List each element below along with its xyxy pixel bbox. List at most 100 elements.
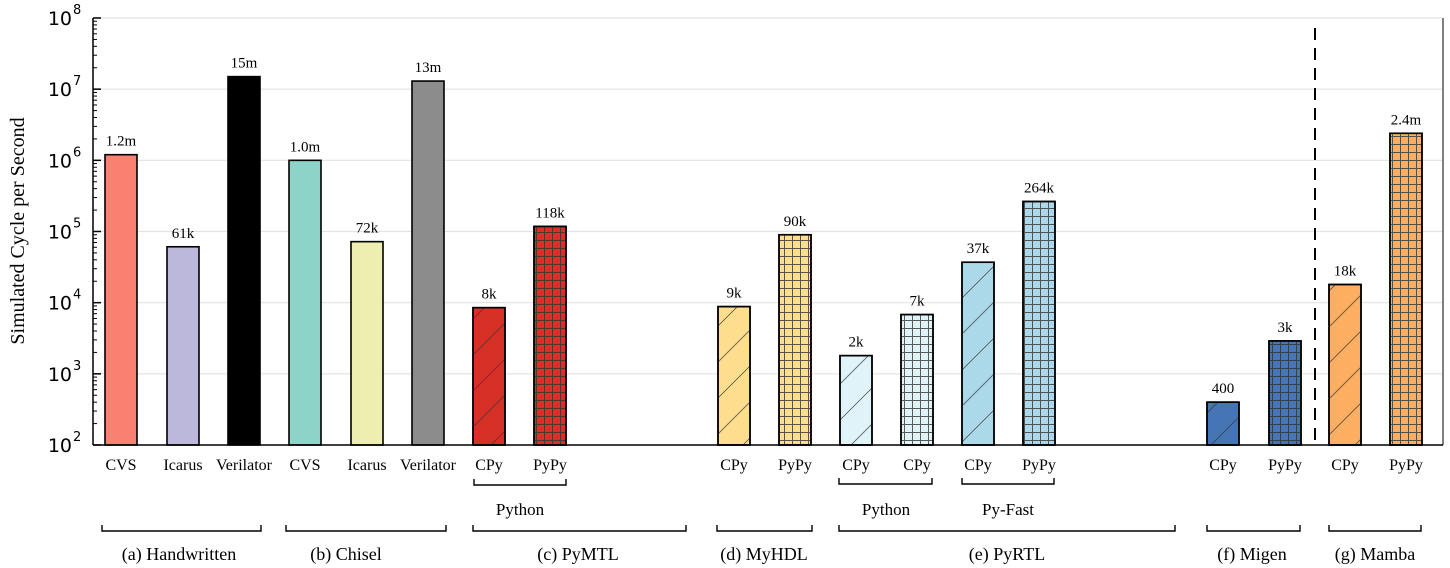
category-label: PyPy (1268, 457, 1302, 474)
category-label: PyPy (533, 457, 567, 474)
y-tick-label: 10 (48, 8, 72, 30)
bar (288, 159, 322, 446)
y-tick-label: 10 (48, 364, 72, 386)
value-label: 90k (784, 214, 807, 230)
value-label: 1.0m (290, 139, 321, 155)
bracket (716, 525, 813, 532)
value-label: 9k (727, 286, 743, 302)
value-label: 400 (1212, 381, 1235, 397)
value-label: 15m (231, 56, 258, 72)
group-label: (b) Chisel (310, 544, 382, 565)
bracket (838, 525, 1176, 532)
bar-hatch (533, 225, 567, 446)
category-label: PyPy (1389, 457, 1423, 474)
y-axis-label: Simulated Cycle per Second (7, 117, 29, 344)
category-label: Icarus (347, 457, 386, 474)
y-tick-label: 10 (48, 293, 72, 315)
value-label: 37k (967, 241, 990, 257)
bar-hatch (1022, 200, 1056, 446)
bracket (961, 478, 1055, 485)
y-tick-exponent: 8 (73, 3, 81, 18)
category-label: CPy (842, 457, 870, 474)
category-label: CPy (720, 457, 748, 474)
bar-hatch (1328, 283, 1362, 446)
y-tick-label: 10 (48, 79, 72, 101)
y-tick-exponent: 3 (73, 359, 81, 374)
subgroup-label: Python (862, 500, 911, 519)
value-label: 8k (482, 287, 498, 303)
bar-hatch (778, 233, 812, 446)
category-label: CPy (964, 457, 992, 474)
bar-hatch (1206, 401, 1240, 446)
y-tick-label: 10 (48, 150, 72, 172)
bars (104, 75, 1423, 446)
bracket-line (838, 478, 933, 485)
bar-hatch (900, 313, 934, 446)
bracket-line (473, 479, 567, 486)
y-tick-label: 10 (48, 222, 72, 244)
group-label: (e) PyRTL (969, 544, 1045, 565)
value-label: 1.2m (106, 134, 137, 150)
subgroup-label: Py-Fast (982, 500, 1034, 519)
value-label: 118k (535, 205, 565, 221)
y-tick-exponent: 6 (73, 145, 81, 160)
group-label: (d) MyHDL (720, 544, 808, 565)
bracket-line (472, 525, 687, 532)
y-tick-exponent: 4 (73, 288, 81, 303)
group-label: (c) PyMTL (537, 544, 618, 565)
bracket-line (285, 525, 447, 532)
value-label: 264k (1024, 180, 1055, 196)
bar-hatch (472, 306, 506, 446)
y-tick-exponent: 5 (73, 217, 81, 232)
y-tick-exponent: 7 (73, 74, 81, 89)
category-label: CPy (903, 457, 931, 474)
bracket (101, 525, 262, 532)
bracket-line (1206, 525, 1301, 532)
value-label: 2.4m (1391, 112, 1422, 128)
bar-hatch (839, 354, 873, 446)
y-tick-exponent: 2 (73, 430, 81, 445)
group-label: (a) Handwritten (122, 544, 236, 565)
value-label: 7k (910, 294, 926, 310)
value-label: 3k (1278, 320, 1294, 336)
bracket-line (838, 525, 1176, 532)
bar-hatch (1268, 340, 1302, 446)
category-label: CPy (1209, 457, 1237, 474)
bar-hatch (1389, 132, 1423, 446)
bar (104, 153, 138, 446)
bracket (1206, 525, 1301, 532)
category-label: CPy (475, 457, 503, 474)
y-tick-label: 10 (48, 435, 72, 457)
bracket-line (1328, 525, 1422, 532)
category-label: Verilator (216, 457, 273, 474)
category-label: Verilator (400, 457, 457, 474)
value-label: 2k (849, 335, 865, 351)
value-label: 72k (356, 221, 379, 237)
value-label: 61k (172, 226, 195, 242)
value-label: 13m (415, 60, 442, 76)
value-label: 18k (1334, 263, 1357, 279)
bar (411, 80, 445, 446)
subgroup-label: Python (496, 500, 545, 519)
bar-hatch (961, 261, 995, 446)
bracket (1328, 525, 1422, 532)
bracket-line (961, 478, 1055, 485)
group-label: (g) Mamba (1335, 544, 1415, 565)
bracket-line (101, 525, 262, 532)
bracket (473, 479, 567, 486)
category-label: CVS (289, 457, 320, 474)
category-label: PyPy (778, 457, 812, 474)
bracket (472, 525, 687, 532)
bar (166, 245, 200, 446)
bracket (285, 525, 447, 532)
category-label: PyPy (1022, 457, 1056, 474)
category-label: Icarus (163, 457, 202, 474)
bar-hatch (717, 305, 751, 446)
group-label: (f) Migen (1217, 544, 1286, 565)
category-label: CVS (105, 457, 136, 474)
category-label: CPy (1331, 457, 1359, 474)
bar (350, 240, 384, 446)
bracket (838, 478, 933, 485)
